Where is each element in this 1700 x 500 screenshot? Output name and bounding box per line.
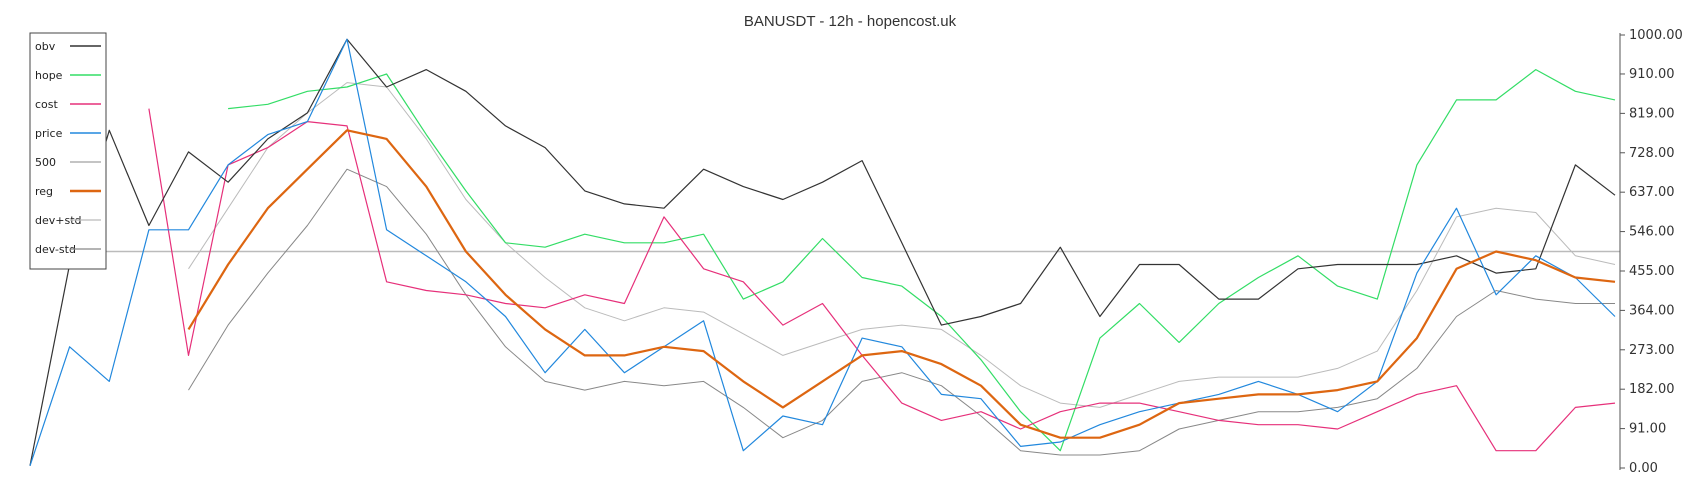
legend-label: dev-std <box>35 243 76 256</box>
y-tick-label: 1000.00 <box>1629 28 1683 43</box>
y-tick-label: 0.00 <box>1629 461 1658 476</box>
plot-area <box>29 38 1620 466</box>
series-line-price <box>29 38 1616 466</box>
series-line-dev-std <box>188 82 1616 408</box>
y-tick-label: 728.00 <box>1629 146 1675 161</box>
chart-title: BANUSDT - 12h - hopencost.uk <box>744 13 957 30</box>
y-tick-label: 91.00 <box>1629 422 1666 437</box>
y-tick-label: 637.00 <box>1629 185 1675 200</box>
y-tick-label: 273.00 <box>1629 343 1675 358</box>
legend-label: dev+std <box>35 214 82 227</box>
legend-label: hope <box>35 69 63 82</box>
y-axis: 0.00 91.00 182.00 273.00 364.00 455.00 546.00 6… <box>1619 28 1683 476</box>
legend-label: cost <box>35 98 59 111</box>
legend-label: obv <box>35 40 56 53</box>
y-tick-label: 819.00 <box>1629 106 1675 121</box>
legend-label: reg <box>35 185 53 198</box>
series-line-cost <box>148 108 1616 452</box>
y-tick-label: 546.00 <box>1629 225 1675 240</box>
series-line-dev-std <box>188 168 1615 456</box>
legend-label: price <box>35 127 63 140</box>
y-tick-label: 364.00 <box>1629 303 1675 318</box>
series-line-obv <box>29 38 1616 466</box>
series-line-hope <box>228 68 1616 452</box>
legend-box <box>29 32 107 270</box>
y-tick-label: 910.00 <box>1629 67 1675 82</box>
legend-label: 500 <box>35 156 56 169</box>
series-line-reg <box>187 129 1616 439</box>
y-tick-label: 455.00 <box>1629 264 1675 279</box>
y-tick-label: 182.00 <box>1629 382 1675 397</box>
legend: obv hope cost price 500 reg dev+std dev-std <box>29 32 107 270</box>
